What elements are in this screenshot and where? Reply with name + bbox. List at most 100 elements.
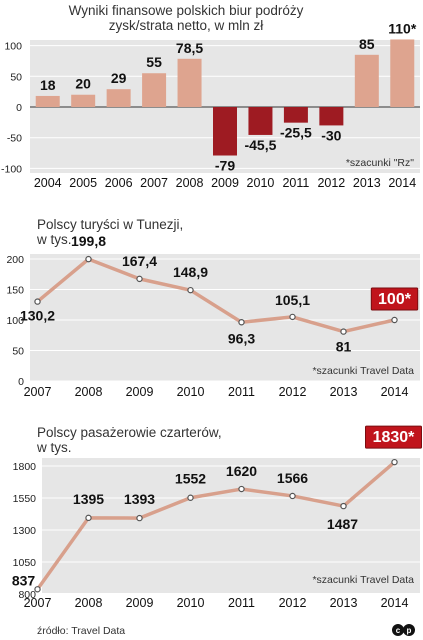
chart1-x-tick: 2010: [247, 176, 275, 190]
c3-point: [187, 494, 194, 501]
c2-y-tick: 50: [12, 346, 24, 358]
c3-point: [238, 485, 245, 493]
c3-y-tick: 1300: [13, 525, 37, 537]
chart1-value-label: 20: [75, 76, 91, 92]
c3-value-label: 1566: [277, 470, 308, 486]
c3-point: [391, 458, 398, 466]
c3-y-tick: 1050: [13, 557, 37, 569]
chart1-value-label: -79: [215, 158, 235, 174]
chart2-subtitle: w tys.: [36, 232, 72, 247]
chart3-title: Polscy pasażerowie czarterów,: [37, 425, 222, 440]
c2-point: [289, 313, 296, 321]
c3-value-label: 1393: [124, 491, 155, 507]
chart1-value-label: 78,5: [176, 40, 203, 56]
c3-value-label: 1487: [327, 516, 358, 532]
c2-y-tick: 100: [6, 315, 24, 327]
chart1-x-tick: 2013: [353, 176, 381, 190]
c3-value-label: 1395: [73, 491, 104, 507]
c2-y-tick: 200: [6, 254, 24, 266]
chart2-plot-area: [30, 254, 420, 381]
chart1-value-label: -25,5: [280, 125, 312, 141]
c3-value-label: 1620: [226, 463, 257, 479]
chart2-note: *szacunki Travel Data: [312, 365, 414, 377]
c3-point: [136, 514, 143, 522]
c3-x-tick: 2008: [75, 596, 103, 610]
chart1-bar: [106, 89, 131, 107]
c2-x-tick: 2009: [126, 385, 154, 399]
chart1-subtitle: zysk/strata netto, w mln zł: [109, 18, 264, 33]
chart1-x-tick: 2007: [140, 176, 168, 190]
c2-highlight-box: [370, 287, 419, 311]
chart1-y-tick: 50: [10, 71, 22, 83]
chart1-value-label: 110*: [388, 20, 417, 36]
chart1-x-tick: 2005: [69, 176, 97, 190]
c3-value-label: 1552: [175, 471, 206, 487]
c2-x-tick: 2014: [381, 385, 409, 399]
c3-highlight-label: 1830*: [373, 429, 416, 446]
c3-point: [340, 502, 347, 510]
c2-point: [340, 328, 347, 335]
c2-point: [34, 298, 41, 305]
chart3-note: *szacunki Travel Data: [312, 574, 414, 586]
c2-x-tick: 2012: [279, 385, 307, 399]
chart1-value-label: -30: [321, 127, 341, 143]
source-note: źródło: Travel Data: [37, 625, 125, 637]
chart1-value-label: 29: [111, 70, 127, 86]
c2-value-label: 105,1: [275, 292, 310, 308]
cp-logo-letter-p: p: [407, 626, 412, 635]
c2-x-tick: 2007: [24, 385, 52, 399]
chart1-bar: [319, 107, 344, 126]
c2-value-label: 81: [336, 339, 352, 355]
c2-value-label: 148,9: [173, 264, 208, 280]
chart1-x-tick: 2006: [105, 176, 133, 190]
chart1-title: Wyniki finansowe polskich biur podróży: [69, 3, 304, 18]
chart1-x-tick: 2011: [282, 176, 309, 190]
chart3-subtitle: w tys.: [36, 440, 72, 455]
cp-logo-circle-p: [403, 624, 415, 636]
chart1-value-label: -45,5: [244, 137, 276, 153]
chart1-y-tick: -50: [7, 133, 22, 145]
c3-x-tick: 2011: [228, 596, 255, 610]
chart1-y-tick: 100: [4, 41, 22, 53]
c3-point: [85, 514, 92, 522]
cp-logo: c p: [392, 624, 415, 636]
cp-logo-letter-c: c: [396, 626, 401, 635]
c2-point: [187, 286, 194, 294]
c3-y-tick: 800: [18, 589, 36, 601]
c3-point: [289, 492, 296, 500]
chart1-bar: [283, 107, 308, 123]
c2-x-tick: 2008: [75, 385, 103, 399]
c3-x-tick: 2014: [381, 596, 409, 610]
c2-series-line: [36, 257, 395, 334]
chart1-value-label: 55: [146, 54, 162, 70]
chart1-x-tick: 2014: [388, 176, 416, 190]
c2-value-label: 167,4: [122, 253, 157, 269]
c2-y-tick: 0: [18, 376, 24, 388]
c3-value-label: 837: [12, 572, 36, 588]
tunisia-tourists-chart: Polscy turyści w Tunezji, w tys. 200 150 1…: [6, 217, 420, 399]
chart1-bar: [142, 73, 167, 107]
c3-x-tick: 2012: [279, 596, 307, 610]
c3-series-line: [36, 460, 396, 591]
c3-x-tick: 2010: [177, 596, 205, 610]
cp-logo-circle-c: [392, 624, 404, 636]
chart1-x-tick: 2009: [211, 176, 239, 190]
c2-value-label: 96,3: [228, 330, 255, 346]
c2-value-label: 199,8: [71, 233, 106, 249]
chart1-note: *szacunki "Rz": [346, 157, 414, 169]
c3-x-tick: 2007: [24, 596, 52, 610]
c3-x-tick: 2009: [126, 596, 154, 610]
charter-passengers-chart: Polscy pasażerowie czarterów, w tys. 180…: [12, 425, 422, 610]
c3-highlight-box: [365, 425, 422, 449]
chart1-bar: [71, 94, 96, 107]
c2-x-tick: 2011: [228, 385, 255, 399]
c2-highlight-label: 100*: [378, 291, 412, 308]
chart1-bar: [354, 54, 379, 107]
c2-x-tick: 2013: [330, 385, 358, 399]
chart1-x-tick: 2004: [34, 176, 62, 190]
chart1-bar: [177, 58, 202, 107]
chart1-bar: [35, 95, 60, 107]
chart1-x-tick: 2008: [176, 176, 204, 190]
chart1-bar: [213, 107, 237, 156]
